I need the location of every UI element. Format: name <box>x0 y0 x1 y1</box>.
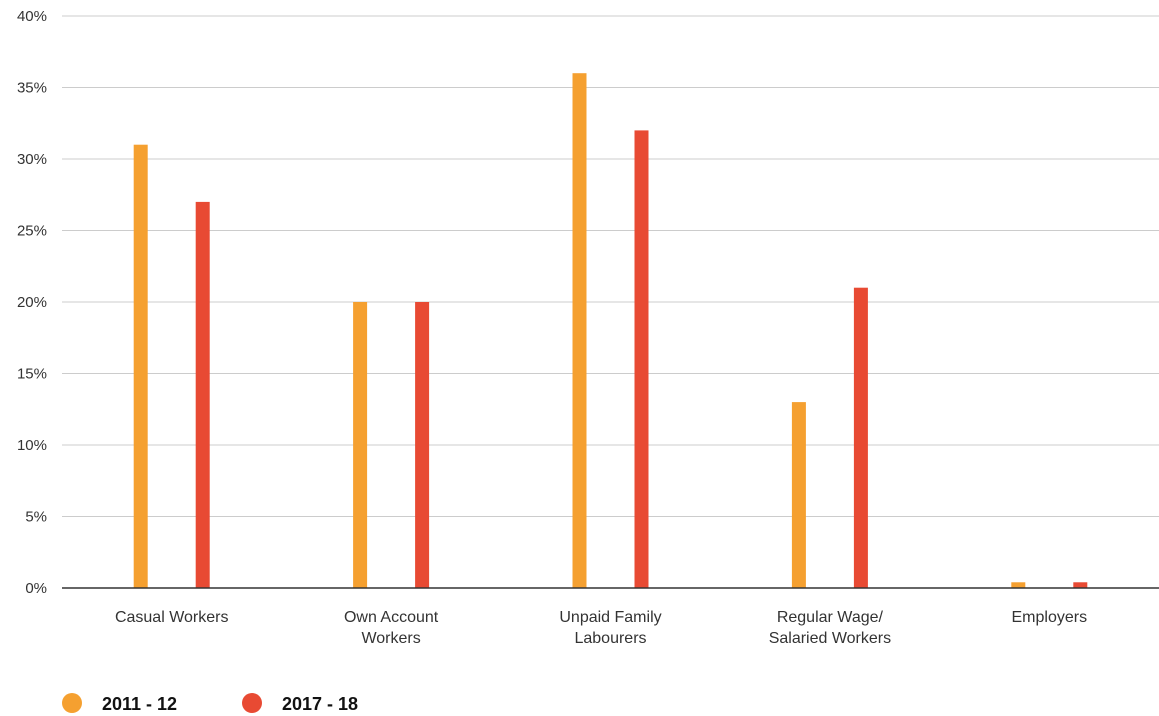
y-tick-label: 25% <box>17 223 47 240</box>
legend-label: 2011 - 12 <box>102 694 177 714</box>
x-category-label: Regular Wage/ <box>777 609 884 626</box>
x-category-label: Labourers <box>574 630 646 647</box>
x-category-label: Employers <box>1012 609 1088 626</box>
bars <box>133 73 1088 588</box>
x-category-label: Salaried Workers <box>769 630 891 647</box>
x-category-label: Casual Workers <box>115 609 229 626</box>
y-tick-label: 20% <box>17 294 47 311</box>
x-category-label: Workers <box>361 630 420 647</box>
y-axis-tick-labels: 0% 5% 10% 15% 20% 25% 30% 35% 40% <box>17 8 47 597</box>
y-tick-label: 15% <box>17 366 47 383</box>
y-tick-label: 0% <box>25 580 47 597</box>
bar <box>353 302 368 588</box>
category-labels: Casual Workers Own Account Workers Unpaid F… <box>115 609 1087 647</box>
y-tick-label: 35% <box>17 80 47 97</box>
legend-swatch <box>242 693 262 713</box>
x-category-label: Unpaid Family <box>559 609 661 626</box>
gridlines <box>62 15 1159 517</box>
y-tick-label: 5% <box>25 509 47 526</box>
bar <box>572 73 587 588</box>
bar <box>853 287 868 588</box>
bar <box>1011 582 1026 588</box>
x-category-label: Own Account <box>344 609 439 626</box>
bar <box>634 130 649 588</box>
legend: 2011 - 12 2017 - 18 <box>62 693 358 714</box>
legend-label: 2017 - 18 <box>282 694 358 714</box>
y-tick-label: 10% <box>17 437 47 454</box>
bar <box>133 144 148 588</box>
legend-swatch <box>62 693 82 713</box>
bar <box>791 402 806 588</box>
bar <box>415 302 430 588</box>
y-tick-label: 30% <box>17 151 47 168</box>
y-tick-label: 40% <box>17 8 47 25</box>
bar <box>1073 582 1088 588</box>
bar <box>195 201 210 588</box>
